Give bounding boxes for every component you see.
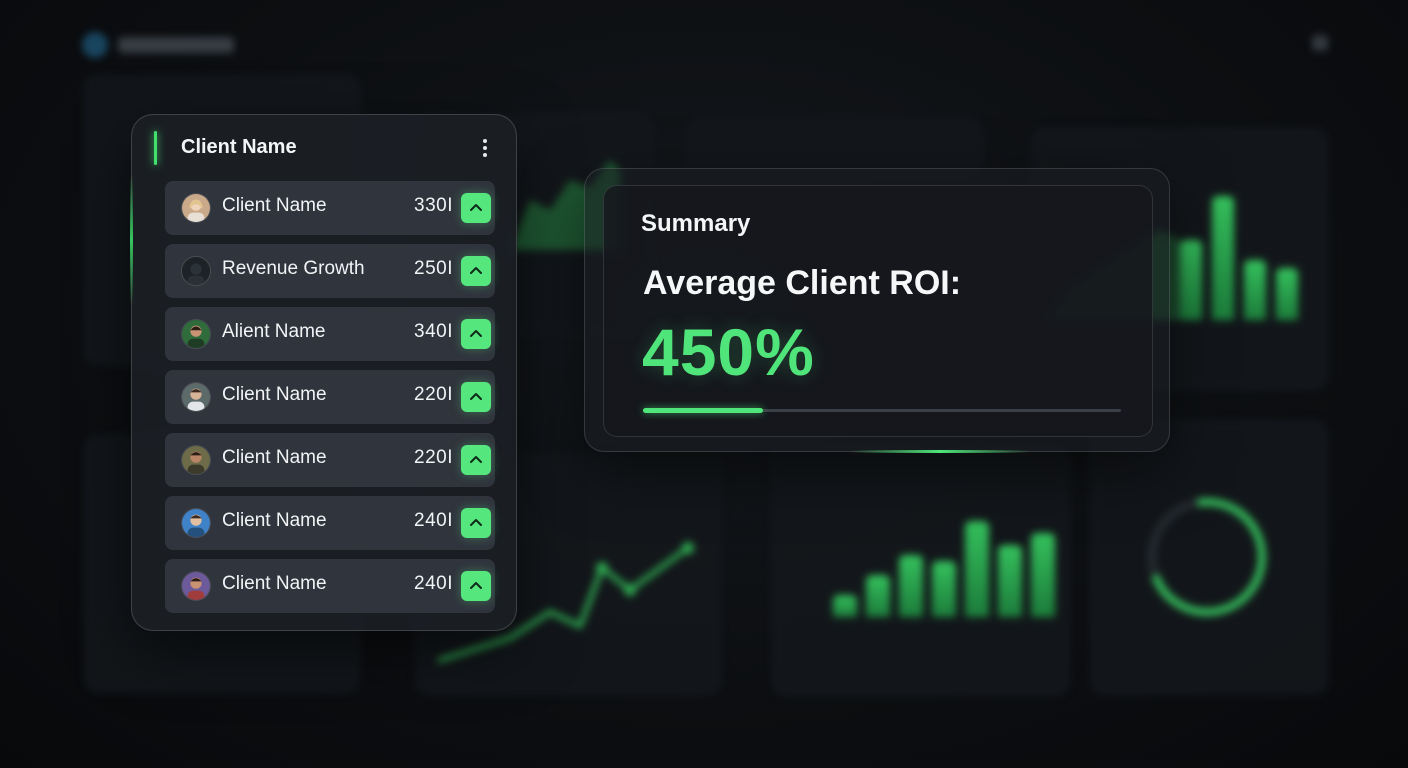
bg-line-chart bbox=[437, 542, 694, 663]
row-value: 340I bbox=[414, 321, 453, 342]
chevron-up-icon[interactable] bbox=[461, 445, 491, 475]
row-label: Revenue Growth bbox=[222, 258, 365, 279]
row-value: 220I bbox=[414, 384, 453, 405]
avatar bbox=[181, 193, 211, 223]
bg-bar bbox=[1276, 268, 1298, 320]
list-item[interactable]: Client Name 220I bbox=[165, 433, 495, 487]
chevron-up-icon[interactable] bbox=[461, 319, 491, 349]
chevron-up-icon[interactable] bbox=[461, 382, 491, 412]
chevron-up-icon[interactable] bbox=[461, 571, 491, 601]
row-value: 240I bbox=[414, 573, 453, 594]
bg-bar bbox=[899, 555, 923, 617]
avatar bbox=[181, 508, 211, 538]
list-item[interactable]: Client Name 240I bbox=[165, 559, 495, 613]
client-list-card: Client Name Client Name 330I Revenue Gro… bbox=[130, 114, 517, 631]
list-item[interactable]: Revenue Growth 250I bbox=[165, 244, 495, 298]
summary-glow bbox=[850, 450, 1030, 453]
bg-settings-icon bbox=[1312, 35, 1328, 51]
summary-panel: Summary Average Client ROI: 450% bbox=[603, 185, 1153, 437]
row-value: 240I bbox=[414, 510, 453, 531]
bg-bar bbox=[833, 595, 857, 617]
row-label: Client Name bbox=[222, 447, 327, 468]
row-label: Client Name bbox=[222, 384, 327, 405]
avatar bbox=[181, 319, 211, 349]
bg-bar bbox=[965, 521, 989, 617]
brand-logo bbox=[82, 32, 108, 58]
bg-bar bbox=[1180, 240, 1202, 320]
summary-title: Summary bbox=[641, 210, 751, 237]
avatar bbox=[181, 256, 211, 286]
bg-bar bbox=[1031, 533, 1055, 617]
chevron-up-icon[interactable] bbox=[461, 193, 491, 223]
header-accent-bar bbox=[154, 131, 157, 165]
bg-bar bbox=[998, 545, 1022, 617]
list-item[interactable]: Client Name 330I bbox=[165, 181, 495, 235]
bg-line-point bbox=[596, 562, 608, 574]
avatar bbox=[181, 571, 211, 601]
roi-value: 450% bbox=[642, 315, 815, 389]
bg-donut-arc bbox=[1148, 498, 1266, 616]
roi-label: Average Client ROI: bbox=[643, 264, 962, 302]
card-edge-glow bbox=[130, 175, 133, 305]
avatar bbox=[181, 445, 211, 475]
row-label: Client Name bbox=[222, 195, 327, 216]
bg-bar bbox=[932, 561, 956, 617]
row-label: Client Name bbox=[222, 510, 327, 531]
list-item[interactable]: Alient Name 340I bbox=[165, 307, 495, 361]
row-value: 220I bbox=[414, 447, 453, 468]
more-options-icon[interactable] bbox=[478, 137, 492, 159]
summary-card: Summary Average Client ROI: 450% bbox=[584, 168, 1170, 453]
bg-donut-chart bbox=[1148, 498, 1266, 616]
roi-progress-bar bbox=[643, 408, 1121, 413]
chevron-up-icon[interactable] bbox=[461, 508, 491, 538]
client-list-title: Client Name bbox=[181, 136, 297, 158]
bg-bar bbox=[1244, 260, 1266, 320]
bg-bar bbox=[866, 575, 890, 617]
bg-line-point bbox=[682, 542, 694, 554]
row-label: Alient Name bbox=[222, 321, 326, 342]
list-item[interactable]: Client Name 220I bbox=[165, 370, 495, 424]
row-label: Client Name bbox=[222, 573, 327, 594]
row-value: 330I bbox=[414, 195, 453, 216]
bg-line-point bbox=[624, 584, 636, 596]
bg-bars-center bbox=[833, 515, 1058, 617]
bg-panel-donut bbox=[1090, 420, 1328, 695]
bg-bars-right bbox=[1180, 190, 1310, 320]
row-value: 250I bbox=[414, 258, 453, 279]
list-item[interactable]: Client Name 240I bbox=[165, 496, 495, 550]
client-list: Client Name 330I Revenue Growth 250I Ali… bbox=[165, 181, 495, 622]
chevron-up-icon[interactable] bbox=[461, 256, 491, 286]
roi-progress-fill bbox=[643, 408, 763, 413]
bg-bar bbox=[1212, 196, 1234, 320]
avatar bbox=[181, 382, 211, 412]
brand-name-placeholder bbox=[118, 37, 234, 53]
